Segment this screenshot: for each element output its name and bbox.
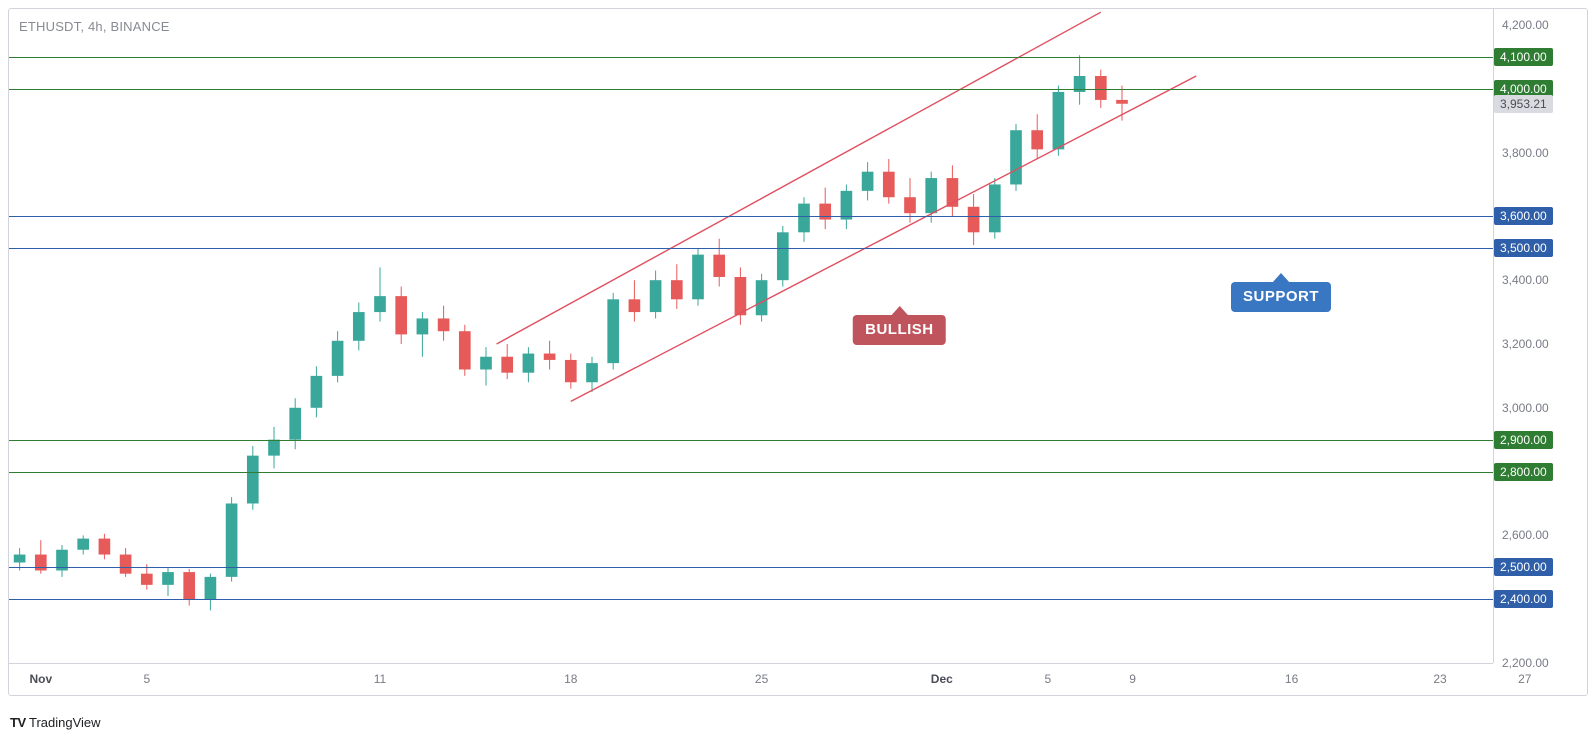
attribution: TV TradingView <box>10 715 101 730</box>
time-axis: Nov5111825Dec591623272025 <box>9 663 1493 695</box>
ticker-symbol: ETHUSDT <box>19 19 80 34</box>
tradingview-logo-icon: TV <box>10 715 26 730</box>
price-level-line <box>9 472 1493 473</box>
x-tick: 5 <box>1044 672 1051 686</box>
x-tick: 11 <box>374 672 386 686</box>
y-tick: 4,200.00 <box>1502 18 1549 32</box>
price-level-line <box>9 599 1493 600</box>
y-tick: 3,000.00 <box>1502 401 1549 415</box>
x-tick: Dec <box>931 672 953 686</box>
x-tick: 18 <box>564 672 577 686</box>
price-level-label: 2,800.00 <box>1494 463 1553 481</box>
x-tick: 23 <box>1433 672 1446 686</box>
x-tick: 16 <box>1285 672 1298 686</box>
price-level-label: 2,900.00 <box>1494 431 1553 449</box>
price-level-line <box>9 57 1493 58</box>
price-level-line <box>9 89 1493 90</box>
y-tick: 3,400.00 <box>1502 273 1549 287</box>
plot-area[interactable]: BULLISH SUPPORT <box>9 9 1493 663</box>
chart-container: ETHUSDT, 4h, BINANCE BULLISH SUPPORT 2,20… <box>8 8 1588 696</box>
bullish-label: BULLISH <box>853 315 946 345</box>
current-price-label: 3,953.21 <box>1494 95 1553 113</box>
x-tick: 5 <box>143 672 150 686</box>
x-tick: Nov <box>29 672 52 686</box>
attribution-text: TradingView <box>29 715 101 730</box>
y-tick: 2,200.00 <box>1502 656 1549 670</box>
price-axis: 2,200.002,600.003,000.003,200.003,400.00… <box>1493 9 1587 663</box>
y-tick: 2,600.00 <box>1502 528 1549 542</box>
x-tick: 27 <box>1518 672 1531 686</box>
price-level-line <box>9 440 1493 441</box>
arrow-up-icon <box>890 306 908 316</box>
price-level-line <box>9 216 1493 217</box>
price-level-label: 3,600.00 <box>1494 207 1553 225</box>
price-level-label: 4,100.00 <box>1494 48 1553 66</box>
ticker-exchange: BINANCE <box>110 19 169 34</box>
y-tick: 3,200.00 <box>1502 337 1549 351</box>
y-tick: 3,800.00 <box>1502 146 1549 160</box>
price-level-label: 3,500.00 <box>1494 239 1553 257</box>
arrow-up-icon <box>1272 273 1290 283</box>
support-label: SUPPORT <box>1231 282 1331 312</box>
price-level-label: 2,400.00 <box>1494 590 1553 608</box>
price-level-label: 2,500.00 <box>1494 558 1553 576</box>
overlay-layer <box>9 9 1493 663</box>
ticker-timeframe: 4h <box>88 19 103 34</box>
ticker-label: ETHUSDT, 4h, BINANCE <box>19 19 170 34</box>
x-tick: 25 <box>755 672 768 686</box>
price-level-line <box>9 248 1493 249</box>
x-tick: 9 <box>1129 672 1136 686</box>
price-level-line <box>9 567 1493 568</box>
